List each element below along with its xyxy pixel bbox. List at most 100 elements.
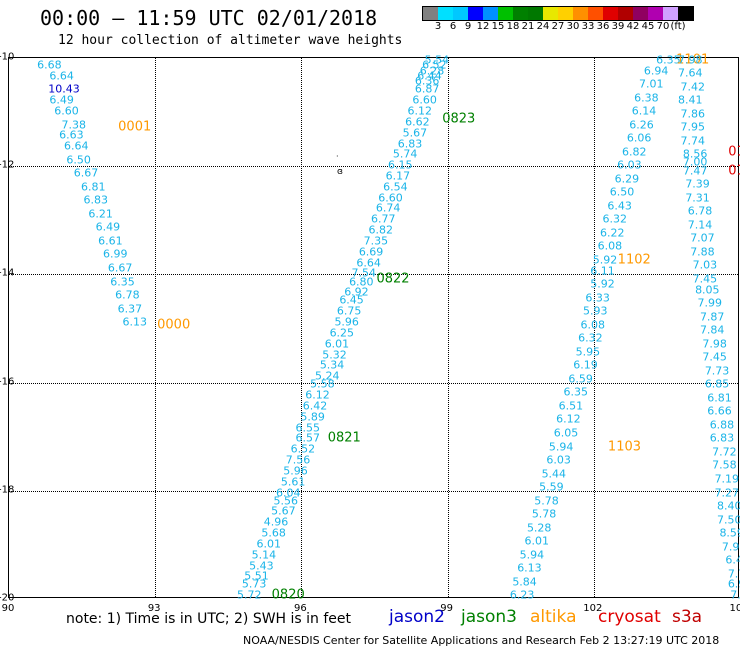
color-swatch: [648, 7, 663, 20]
wave-height-value: 5.78: [531, 507, 557, 521]
wave-height-value: 7.47: [682, 164, 708, 178]
wave-height-value: 6.66: [707, 404, 732, 418]
wave-height-value: 7.84: [699, 323, 725, 337]
wave-height-value: 6.17: [385, 169, 411, 183]
color-scale-tick: 27: [551, 21, 565, 32]
pass-time-label: 0821: [327, 430, 361, 446]
color-swatch: [498, 7, 513, 20]
color-swatch: [633, 7, 648, 20]
wave-height-value: 6.52: [290, 442, 316, 456]
x-tick-label: 105: [729, 603, 740, 614]
wave-height-value: 6.67: [107, 261, 133, 275]
note-text: note: 1) Time is in UTC; 2) SWH is in fe…: [66, 611, 352, 627]
pass-time-label: 0823: [442, 111, 476, 127]
wave-height-value: 6.60: [54, 104, 79, 118]
color-scale-tick: 21: [521, 21, 535, 32]
wave-height-value: 6.32: [602, 212, 627, 226]
map-plot-area: [8, 57, 739, 598]
color-swatch: [453, 7, 468, 20]
wave-height-value: 5.54: [424, 53, 450, 67]
wave-height-value: 7.98: [702, 337, 727, 351]
wave-height-value: 6.37: [117, 302, 143, 316]
grid-line-horizontal: [9, 274, 738, 276]
color-swatch: [678, 7, 693, 20]
wave-height-value: 5.24: [314, 369, 340, 383]
wave-height-value: 6.12: [556, 412, 581, 426]
wave-height-value: 7.87: [699, 310, 725, 324]
wave-height-value: 6.83: [83, 193, 108, 207]
wave-height-value: 6.74: [375, 201, 401, 215]
pass-time-label: 1103: [607, 439, 642, 455]
wave-height-value: 8.41: [678, 93, 703, 107]
wave-height-value: 6.75: [336, 304, 362, 318]
wave-height-value: 7.99: [721, 540, 740, 554]
wave-height-value: 8.59: [719, 526, 740, 540]
wave-height-value: 6.49: [49, 93, 74, 107]
wave-height-value: 6.23: [509, 588, 535, 602]
island-marker: ·: [336, 152, 339, 161]
grid-line-horizontal: [9, 166, 738, 168]
grid-line-vertical: [155, 58, 157, 597]
wave-height-value: 7.00: [682, 155, 708, 169]
color-swatch: [603, 7, 618, 20]
color-swatch: [483, 7, 498, 20]
wave-height-value: 7.64: [678, 66, 703, 80]
wave-height-value: 6.03: [617, 158, 642, 172]
color-scale-tick: 42: [626, 21, 640, 32]
wave-height-value: 6.19: [573, 358, 598, 372]
wave-height-value: 6.12: [305, 388, 330, 402]
wave-height-value: 5.94: [548, 440, 574, 454]
color-swatch: [663, 7, 678, 20]
wave-height-value: 8.56: [682, 147, 708, 161]
legend-item-cryosat: cryosat: [598, 607, 661, 627]
wave-height-value: 6.88: [709, 418, 735, 432]
wave-height-value: 6.78: [115, 288, 140, 302]
wave-height-value: 5.32: [322, 348, 347, 362]
wave-height-value: 6.06: [626, 131, 652, 145]
wave-height-value: 5.93: [582, 304, 608, 318]
wave-height-value: 6.13: [517, 561, 542, 575]
wave-height-value: 7.35: [363, 234, 389, 248]
wave-height-value: 6.50: [609, 185, 635, 199]
grid-line-horizontal: [9, 382, 738, 384]
wave-height-value: 5.95: [575, 345, 601, 359]
wave-height-value: 6.68: [37, 58, 62, 72]
wave-height-value: 6.42: [302, 399, 328, 413]
wave-height-value: 7.03: [692, 258, 718, 272]
wave-height-value: 7.7: [727, 567, 740, 581]
wave-height-value: 5.84: [512, 575, 537, 589]
wave-height-value: 6.54: [383, 180, 408, 194]
wave-height-value: 6.35: [110, 275, 135, 288]
color-swatch: [528, 7, 543, 20]
wave-height-value: 6.49: [95, 220, 121, 234]
wave-height-value: 6.25: [329, 326, 355, 340]
y-tick-label: -10: [0, 51, 15, 63]
wave-height-value: 6.87: [414, 82, 440, 96]
wave-height-value: 6.29: [614, 172, 640, 186]
wave-height-value: 6.12: [407, 104, 433, 118]
wave-height-value: 6.03: [546, 453, 571, 467]
wave-height-value: 7.42: [680, 80, 705, 94]
y-tick-label: -18: [0, 484, 15, 496]
wave-height-value: 7.07: [690, 231, 715, 245]
wave-height-value: 6.28: [419, 64, 445, 78]
wave-height-value: 5.94: [519, 548, 545, 562]
wave-height-value: 5.56: [273, 494, 299, 508]
wave-height-value: 6.13: [122, 315, 147, 329]
wave-height-value: 5.92: [590, 277, 615, 291]
wave-height-value: 6.69: [358, 245, 384, 259]
color-scale-tick: 6: [449, 21, 457, 32]
color-scale-tick: 70: [656, 21, 670, 32]
wave-height-value: 6.51: [558, 399, 584, 413]
pass-time-label: 0822: [376, 271, 410, 287]
wave-height-value: 6.4: [725, 553, 740, 567]
island-marker-2: ɞ: [337, 167, 343, 177]
wave-height-value: 6.83: [397, 137, 423, 151]
wave-height-value: 7.45: [702, 350, 727, 364]
color-scale-tick: 39: [611, 21, 625, 32]
wave-height-value: 6.11: [590, 264, 615, 278]
pass-time-label: 0001: [118, 119, 152, 135]
wave-height-value: 7.31: [685, 191, 710, 205]
wave-height-value: 7.98: [678, 53, 703, 67]
wave-height-value: 7.74: [680, 134, 705, 148]
